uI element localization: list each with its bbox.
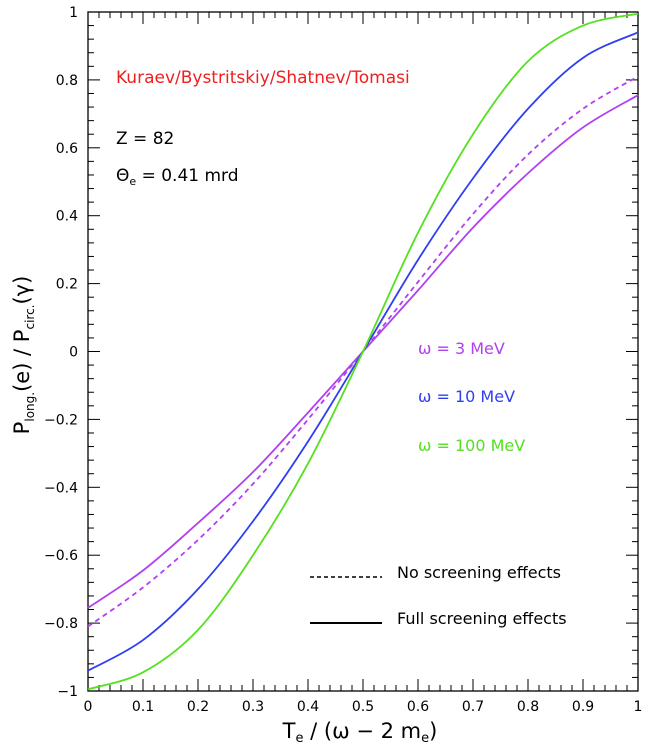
x-title-sub: e [295, 731, 303, 746]
x-tick-label: 0.9 [572, 699, 594, 715]
y-tick-label: −1 [57, 684, 78, 700]
y-title-s2: circ. [23, 305, 37, 330]
x-tick-label: 0 [84, 699, 93, 715]
theta-annotation: Θe = 0.41 mrd [116, 166, 239, 188]
x-title-main: T [282, 719, 296, 743]
theta-subscript: e [129, 175, 136, 188]
x-tick-label: 1 [634, 699, 643, 715]
x-tick-label: 0.8 [517, 699, 539, 715]
y-title-m1: (e) / P [10, 330, 34, 392]
x-tick-label: 0.3 [242, 699, 264, 715]
theta-value: = 0.41 mrd [136, 166, 238, 186]
y-tick-label: 0.8 [56, 73, 78, 89]
y-tick-label: 0.6 [56, 141, 78, 157]
legend-energy-100mev: ω = 100 MeV [418, 436, 525, 455]
x-tick-label: 0.6 [407, 699, 429, 715]
x-tick-label: 0.4 [297, 699, 319, 715]
series-layer [87, 12, 639, 691]
y-tick-label: 0.4 [56, 209, 78, 225]
x-tick-label: 0.2 [187, 699, 209, 715]
x-tick-label: 0.1 [132, 699, 154, 715]
y-tick-label: −0.8 [44, 616, 78, 632]
authors-annotation: Kuraev/Bystritskiy/Shatnev/Tomasi [116, 68, 410, 88]
y-tick-label: −0.6 [44, 548, 78, 564]
legend-no-screening: No screening effects [397, 563, 561, 582]
x-tick-label: 0.7 [462, 699, 484, 715]
y-title-m2: (γ) [10, 276, 34, 305]
x-title-rest: / (ω − 2 m [303, 719, 421, 743]
y-tick-label: −0.4 [44, 480, 78, 496]
z-annotation: Z = 82 [116, 129, 174, 149]
axes-layer: 0 0.1 0.2 0.3 0.4 0.5 0.6 0.7 0.8 0.9 1 −1 −0.8 −0.6 −… [44, 5, 642, 715]
x-axis-title: Te / (ω − 2 me) [282, 719, 438, 746]
y-title-s1: long. [23, 392, 37, 422]
legend-energy-3mev: ω = 3 MeV [418, 339, 505, 358]
x-title-close: ) [429, 719, 437, 743]
x-title-sub2: e [421, 731, 429, 746]
x-tick-label: 0.5 [352, 699, 374, 715]
y-tick-label: 0 [69, 345, 78, 361]
y-tick-label: 1 [69, 5, 78, 21]
y-tick-label: 0.2 [56, 277, 78, 293]
series-line-3 [87, 12, 639, 691]
y-axis-title: Plong.(e) / Pcirc.(γ) [10, 276, 37, 435]
theta-symbol: Θ [116, 166, 129, 186]
y-tick-label: −0.2 [44, 412, 78, 428]
legend-energy-10mev: ω = 10 MeV [418, 387, 515, 406]
y-title-p1: P [10, 422, 34, 435]
legend-full-screening: Full screening effects [397, 609, 567, 628]
